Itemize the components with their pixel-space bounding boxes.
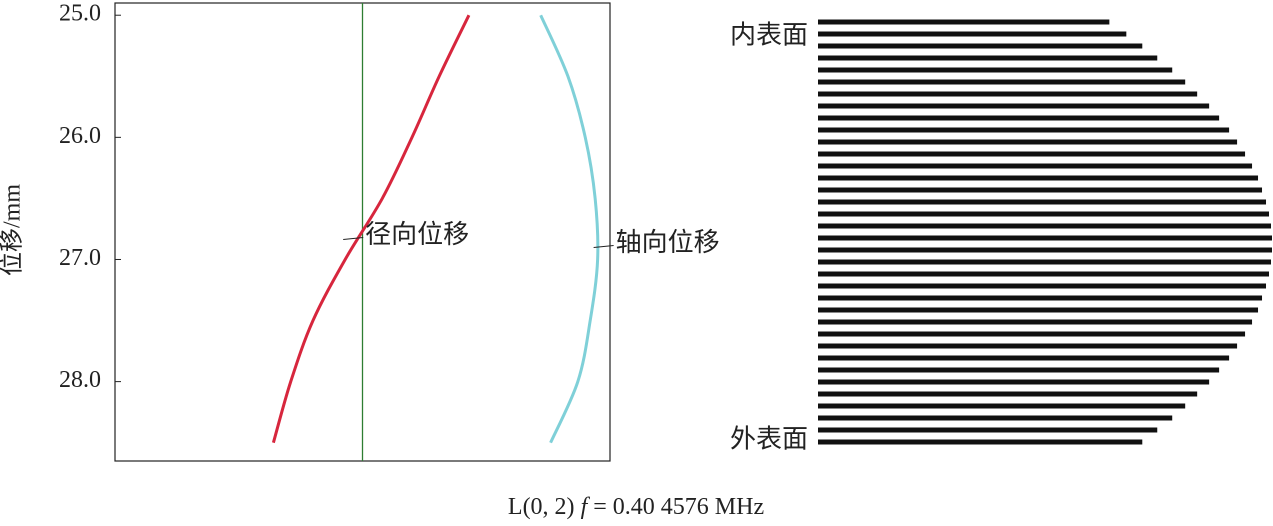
bar <box>818 271 1270 277</box>
y-tick-label: 26.0 <box>59 123 101 149</box>
bar <box>818 223 1272 229</box>
bar <box>818 391 1198 397</box>
bar <box>818 211 1270 217</box>
bar <box>818 307 1259 313</box>
y-tick-label: 25.0 <box>59 1 101 27</box>
bar <box>818 295 1263 301</box>
caption: L(0, 2) f = 0.40 4576 MHz <box>508 494 764 520</box>
bar <box>818 235 1272 241</box>
bottom-label: 外表面 <box>730 425 808 455</box>
bar <box>818 439 1143 445</box>
label-leader <box>343 236 364 240</box>
bar <box>818 187 1263 193</box>
y-tick-label: 27.0 <box>59 245 101 271</box>
bar <box>818 343 1238 349</box>
y-axis-label: 位移/mm <box>0 184 26 276</box>
bar <box>818 127 1230 133</box>
label-leader <box>593 244 614 248</box>
bar <box>818 247 1272 253</box>
bar <box>818 115 1220 121</box>
series-label: 轴向位移 <box>616 228 720 258</box>
bar <box>818 427 1158 433</box>
series-label: 径向位移 <box>365 220 469 250</box>
caption-variable: f <box>581 494 591 520</box>
bar <box>818 283 1267 289</box>
bar <box>818 319 1253 325</box>
bar <box>818 367 1220 373</box>
bar <box>818 331 1246 337</box>
bar <box>818 31 1127 37</box>
series-line <box>539 14 600 444</box>
bar <box>818 151 1246 157</box>
bar <box>818 415 1173 421</box>
bar <box>818 79 1186 85</box>
bar <box>818 163 1253 169</box>
top-label: 内表面 <box>730 21 808 51</box>
bar <box>818 199 1267 205</box>
bar <box>818 403 1186 409</box>
bar <box>818 139 1238 145</box>
bar <box>818 19 1110 25</box>
bar <box>818 259 1272 265</box>
bar <box>818 355 1230 361</box>
caption-prefix: L(0, 2) <box>508 494 575 520</box>
series-line <box>271 14 471 444</box>
caption-suffix: = 0.40 4576 MHz <box>593 494 764 520</box>
bar <box>818 91 1198 97</box>
bar <box>818 55 1158 61</box>
bar <box>818 103 1210 109</box>
bar <box>818 43 1143 49</box>
y-tick-label: 28.0 <box>59 367 101 393</box>
bar <box>818 379 1210 385</box>
bar <box>818 175 1259 181</box>
bar <box>818 67 1173 73</box>
